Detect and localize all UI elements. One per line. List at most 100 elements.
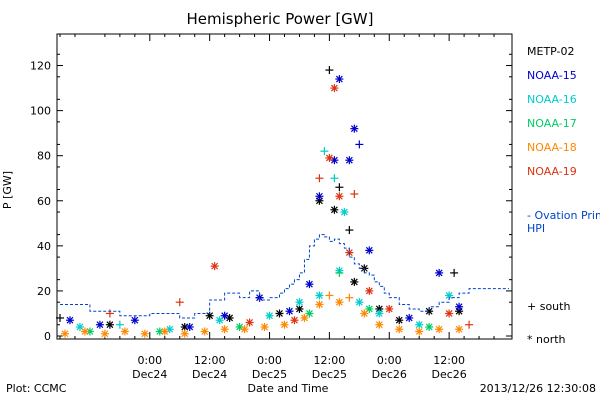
- marker-stroke: [296, 305, 303, 313]
- data-point-north: [130, 316, 139, 325]
- data-point-north: [435, 268, 444, 277]
- legend-north-symbol: * north: [527, 333, 566, 346]
- data-point-north: [100, 329, 109, 338]
- data-point-north: [95, 320, 104, 329]
- data-point-south: [335, 183, 344, 192]
- plot-timestamp: 2013/12/26 12:30:08: [480, 382, 596, 395]
- x-tick-time-label: 12:00: [314, 354, 346, 367]
- data-point-north: [395, 316, 404, 325]
- marker-stroke: [455, 303, 463, 311]
- data-point-north: [220, 311, 229, 320]
- marker-stroke: [340, 208, 348, 216]
- marker-stroke: [435, 325, 443, 333]
- legend: METP-02 NOAA-15 NOAA-16 NOAA-17 NOAA-18 NOAA-…: [527, 45, 600, 346]
- marker-stroke: [66, 316, 74, 324]
- x-tick-time-label: 12:00: [194, 354, 226, 367]
- data-point-north: [455, 302, 464, 311]
- y-tick-label: 80: [37, 150, 51, 163]
- data-point-north: [315, 192, 324, 201]
- ovation-hpi-line: [60, 234, 509, 319]
- data-point-north: [295, 298, 304, 307]
- marker-stroke: [181, 323, 189, 331]
- marker-stroke: [101, 330, 109, 338]
- marker-stroke: [281, 321, 288, 329]
- marker-stroke: [455, 325, 463, 333]
- data-point-north: [210, 262, 219, 271]
- data-point-north: [240, 325, 249, 334]
- data-point-north: [335, 192, 344, 201]
- marker-stroke: [335, 298, 343, 306]
- legend-entry: NOAA-16: [527, 93, 577, 106]
- data-point-north: [365, 286, 374, 295]
- data-point-south: [345, 226, 354, 235]
- data-point-north: [215, 316, 224, 325]
- legend-entry-ovation: - Ovation Prime: [527, 209, 600, 222]
- data-point-north: [355, 298, 364, 307]
- data-point-north: [360, 309, 369, 318]
- marker-stroke: [425, 323, 433, 331]
- marker-stroke: [435, 269, 443, 277]
- x-tick-date-label: Dec26: [431, 368, 466, 381]
- data-point-north: [305, 280, 314, 289]
- marker-stroke: [301, 314, 308, 322]
- marker-stroke: [395, 325, 403, 333]
- data-point-north: [315, 300, 324, 309]
- marker-stroke: [161, 328, 169, 335]
- x-tick-date-label: Dec24: [132, 368, 167, 381]
- data-point-north: [290, 316, 299, 325]
- data-point-north: [385, 304, 394, 313]
- data-point-north: [365, 246, 374, 255]
- data-point-north: [350, 124, 359, 133]
- data-point-north: [200, 327, 209, 336]
- data-point-north: [295, 304, 304, 313]
- marker-stroke: [425, 307, 433, 315]
- marker-stroke: [76, 323, 84, 331]
- data-point-north: [330, 205, 339, 214]
- data-point-south: [115, 320, 124, 329]
- data-point-north: [375, 320, 384, 329]
- data-point-north: [335, 75, 344, 84]
- data-point-north: [330, 84, 339, 93]
- x-tick-date-label: Dec24: [192, 368, 227, 381]
- data-point-south: [105, 309, 114, 318]
- marker-stroke: [330, 156, 338, 164]
- marker-stroke: [86, 328, 94, 335]
- marker-stroke: [395, 316, 403, 324]
- marker-stroke: [445, 292, 453, 299]
- data-point-north: [315, 291, 324, 300]
- marker-stroke: [335, 192, 343, 200]
- marker-stroke: [360, 310, 368, 317]
- data-point-north: [105, 320, 114, 329]
- data-point-north: [140, 329, 149, 338]
- marker-stroke: [236, 323, 244, 331]
- marker-stroke: [226, 314, 234, 322]
- data-point-north: [185, 322, 194, 331]
- data-point-north: [275, 309, 284, 318]
- x-tick-date-label: Dec25: [312, 368, 347, 381]
- marker-stroke: [61, 330, 69, 338]
- marker-stroke: [181, 330, 189, 338]
- marker-stroke: [201, 328, 209, 335]
- data-point-north: [180, 329, 189, 338]
- data-point-north: [325, 153, 334, 162]
- y-tick-label: 120: [30, 60, 51, 73]
- marker-stroke: [286, 307, 293, 315]
- marker-stroke: [315, 192, 323, 200]
- x-tick-time-label: 12:00: [433, 354, 465, 367]
- marker-stroke: [415, 328, 423, 335]
- plot-source-label: Plot: CCMC: [6, 382, 67, 395]
- data-point-north: [425, 322, 434, 331]
- marker-stroke: [330, 84, 338, 92]
- data-point-north: [455, 325, 464, 334]
- marker-stroke: [375, 321, 383, 329]
- data-point-north: [285, 307, 294, 316]
- data-point-north: [350, 277, 359, 286]
- marker-stroke: [131, 316, 139, 324]
- marker-stroke: [81, 328, 89, 335]
- marker-stroke: [291, 316, 298, 324]
- marker-stroke: [375, 310, 383, 317]
- data-point-south: [350, 190, 359, 199]
- marker-stroke: [246, 319, 254, 326]
- marker-stroke: [355, 298, 363, 306]
- data-point-north: [415, 320, 424, 329]
